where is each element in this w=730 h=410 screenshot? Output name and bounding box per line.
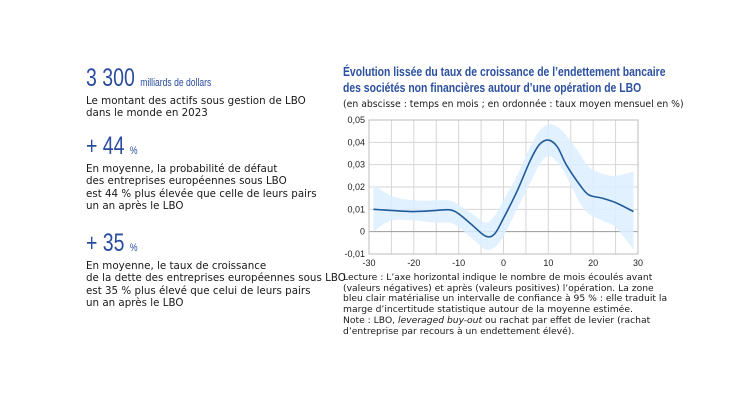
stat-unit: % xyxy=(129,145,138,157)
y-tick-label: 0,02 xyxy=(347,182,365,192)
stat-description: En moyenne, la probabilité de défaut des… xyxy=(86,163,317,213)
series-line xyxy=(373,139,634,238)
chart-subtitle: (en abscisse : temps en mois ; en ordonn… xyxy=(343,99,684,110)
y-tick-label: 0 xyxy=(360,227,365,237)
x-tick-label: 0 xyxy=(501,258,506,268)
confidence-band xyxy=(373,124,634,251)
chart-title: Évolution lissée du taux de croissance d… xyxy=(343,64,666,95)
y-tick-label: 0,01 xyxy=(347,204,365,214)
stat-number: 3 300 xyxy=(86,64,135,92)
chart-note: Lecture : L’axe horizontal indique le no… xyxy=(343,272,673,337)
x-tick-label: -20 xyxy=(407,258,420,268)
x-tick-label: 30 xyxy=(633,258,643,268)
y-tick-label: -0,01 xyxy=(344,249,365,259)
note-suffix: ou rachat par effet de levier (rachat d’… xyxy=(343,314,651,337)
x-tick-label: 20 xyxy=(588,258,598,268)
y-tick-label: 0,04 xyxy=(347,137,365,147)
stat-description: Le montant des actifs sous gestion de LB… xyxy=(86,95,306,120)
stat-default-probability: + 44 % En moyenne, la probabilité de déf… xyxy=(86,133,317,213)
stat-unit: milliards de dollars xyxy=(140,77,212,89)
y-tick-label: 0,03 xyxy=(347,160,365,170)
stat-number: + 35 xyxy=(86,229,125,257)
stat-debt-growth: + 35 % En moyenne, le taux de croissance… xyxy=(86,230,346,310)
stat-description: En moyenne, le taux de croissance de la … xyxy=(86,260,346,310)
note-text: Note : LBO, leveraged buy-out ou rachat … xyxy=(343,314,673,337)
x-tick-label: -30 xyxy=(362,258,375,268)
stat-number: + 44 xyxy=(86,132,125,160)
note-italic: leveraged buy-out xyxy=(398,314,483,326)
stat-unit: % xyxy=(129,242,138,254)
stat-value: + 35 % xyxy=(86,230,138,261)
plot-frame xyxy=(368,119,639,255)
note-prefix: Note : LBO, xyxy=(343,314,399,326)
stat-value: + 44 % xyxy=(86,133,138,164)
tick-labels: -0,01 0 0,01 0,02 0,03 0,04 0,05 -30 -20 -10 0 10 20… xyxy=(344,115,643,268)
x-tick-label: 10 xyxy=(543,258,553,268)
x-tick-label: -10 xyxy=(452,258,465,268)
stat-assets: 3 300 milliards de dollars Le montant de… xyxy=(86,65,306,120)
y-tick-label: 0,05 xyxy=(347,115,365,125)
stat-value: 3 300 milliards de dollars xyxy=(86,65,211,96)
lecture-text: Lecture : L’axe horizontal indique le no… xyxy=(343,272,668,316)
